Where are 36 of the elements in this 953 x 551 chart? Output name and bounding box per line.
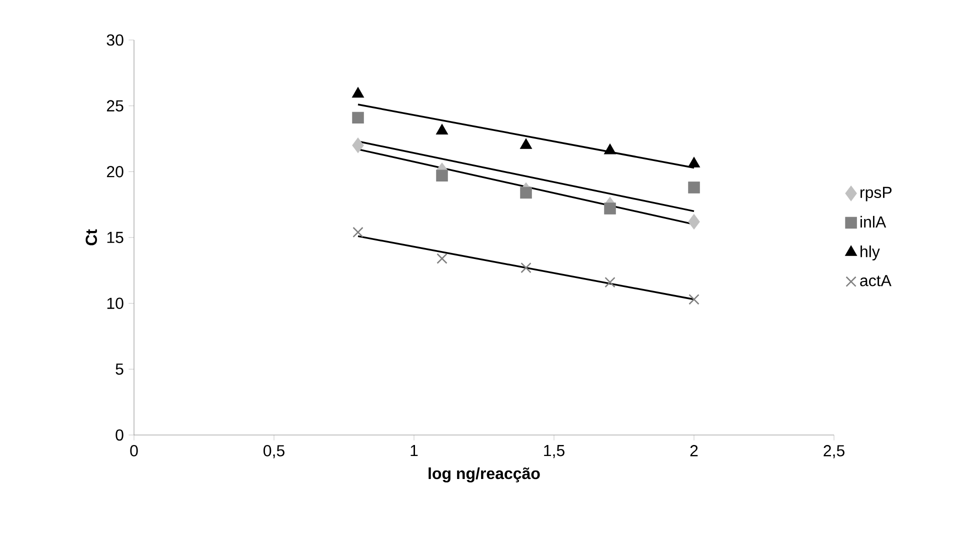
legend-label: rpsP [860,186,892,202]
y-tick-label: 5 [116,364,124,375]
legend-label: hly [860,246,880,260]
x-tick-label: 2 [690,445,698,456]
y-tick-label: 0 [116,429,124,441]
x-tick-label: 1,5 [544,445,564,458]
point [604,202,616,214]
x-tick-label: 2,5 [824,445,844,458]
x-tick-label: 1 [410,445,418,456]
x-tick-label: 0 [130,445,138,456]
point [688,214,700,230]
legend-label: actA [860,275,892,286]
point [352,87,364,98]
point [688,294,700,305]
point [352,226,364,238]
point [520,138,532,149]
point [352,112,364,124]
y-tick-label: 15 [107,232,124,244]
y-tick-label: 20 [106,166,124,178]
point [688,182,700,194]
point [520,186,532,199]
y-tick-label: 25 [106,100,124,112]
point [436,170,448,182]
point [436,124,448,134]
point [604,276,616,288]
x-axis-title: log ng/reacção [428,467,540,482]
y-tick-label: 10 [107,298,124,309]
legend-label: inlA [860,216,886,228]
point [352,138,364,154]
y-axis-title: Ct [86,229,97,246]
point [520,262,532,274]
point [688,156,700,168]
point [436,253,448,264]
x-tick-label: 0,5 [264,445,284,458]
y-tick-label: 30 [106,34,124,46]
point [604,144,616,154]
